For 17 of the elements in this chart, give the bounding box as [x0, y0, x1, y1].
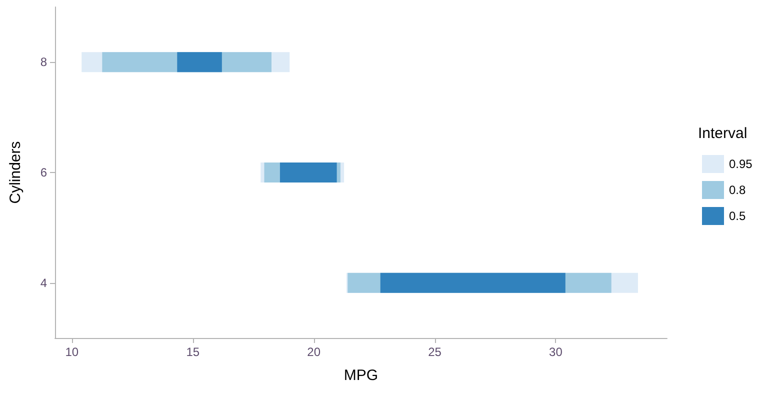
y-tick-label: 8	[40, 55, 48, 70]
legend-label: 0.5	[729, 209, 746, 223]
x-tick-label: 30	[549, 345, 563, 359]
x-tick-label: 25	[428, 345, 442, 359]
legend-label: 0.95	[729, 157, 753, 171]
x-tick-label: 20	[307, 345, 321, 359]
bar	[380, 272, 566, 293]
y-tick-label: 4	[40, 276, 48, 290]
x-axis-title: MPG	[344, 367, 378, 384]
bar	[280, 162, 337, 182]
x-tick-label: 15	[186, 345, 200, 359]
bar	[177, 52, 222, 72]
x-tick-label: 10	[65, 345, 79, 359]
y-axis-title: Cylinders	[7, 141, 24, 204]
legend-label: 0.8	[729, 183, 746, 197]
y-tick-label: 6	[40, 166, 48, 180]
legend-title: Interval	[698, 125, 748, 142]
